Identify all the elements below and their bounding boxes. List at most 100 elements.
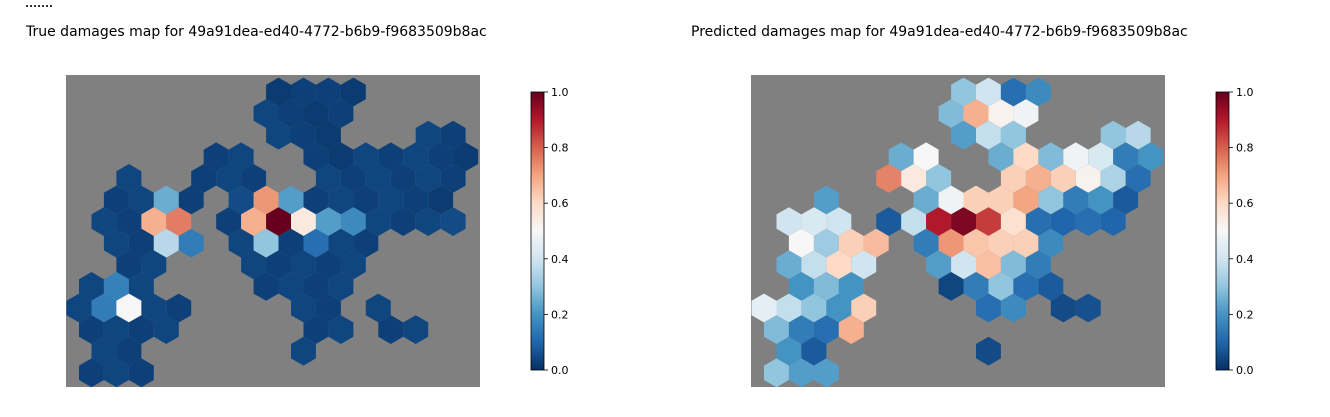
hex-cell: [428, 142, 454, 172]
colorbar-tick-label: 0.6: [1236, 197, 1254, 210]
hex-cell: [1038, 142, 1064, 172]
hex-cell: [838, 228, 864, 258]
hex-cell: [776, 207, 802, 236]
hex-cell: [266, 207, 291, 236]
hex-cell: [415, 207, 441, 236]
hex-cell: [788, 315, 814, 344]
hex-cell: [1025, 77, 1051, 107]
hex-cell: [353, 185, 379, 215]
hex-cell: [776, 336, 802, 366]
hex-cell: [128, 185, 154, 215]
hex-cell: [976, 250, 1001, 280]
hex-cell: [116, 207, 142, 236]
true-map-hexes: [66, 77, 479, 388]
hex-cell: [340, 250, 366, 280]
hex-cell: [116, 250, 142, 280]
hex-cell: [103, 228, 129, 258]
hex-cell: [963, 272, 989, 301]
hex-cell: [888, 142, 914, 172]
hex-cell: [764, 315, 789, 344]
hex-cell: [788, 228, 814, 258]
hex-cell: [801, 250, 827, 280]
colorbar-tick-label: 0.4: [1236, 253, 1254, 266]
hex-cell: [788, 272, 814, 301]
hex-cell: [1000, 120, 1026, 150]
truncated-header-text: [26, 5, 52, 9]
hex-cell: [764, 358, 789, 388]
colorbar-tick-label: 0.4: [551, 253, 569, 266]
hex-cell: [403, 142, 429, 172]
hex-cell: [91, 336, 117, 366]
hex-cell: [976, 336, 1001, 366]
hex-cell: [1113, 142, 1139, 172]
hex-cell: [403, 185, 429, 215]
hex-cell: [963, 99, 989, 128]
hex-cell: [988, 228, 1014, 258]
hex-cell: [951, 77, 976, 107]
hex-cell: [913, 185, 939, 215]
hex-cell: [103, 272, 129, 301]
hex-cell: [266, 250, 291, 280]
hex-cell: [428, 185, 454, 215]
hex-cell: [328, 99, 354, 128]
hex-cell: [241, 164, 267, 193]
hex-cell: [813, 358, 839, 388]
hex-cell: [826, 207, 852, 236]
hex-cell: [278, 228, 304, 258]
hex-cell: [315, 120, 341, 150]
hex-cell: [166, 293, 192, 323]
hex-cell: [303, 315, 329, 344]
hex-cell: [353, 228, 379, 258]
hex-cell: [103, 358, 129, 388]
hex-cell: [938, 272, 964, 301]
hex-cell: [1025, 207, 1051, 236]
hex-cell: [91, 207, 117, 236]
hex-cell: [228, 142, 254, 172]
hex-cell: [315, 77, 341, 107]
hex-cell: [1050, 164, 1076, 193]
hex-cell: [1075, 164, 1101, 193]
colorbar-tick-label: 0.2: [1236, 308, 1254, 321]
hex-cell: [951, 207, 976, 236]
true-colorbar-gradient: [530, 91, 545, 371]
hex-cell: [1088, 142, 1114, 172]
hex-cell: [253, 185, 279, 215]
hex-cell: [303, 185, 329, 215]
hex-cell: [103, 315, 129, 344]
hex-cell: [1025, 164, 1051, 193]
hex-cell: [988, 99, 1014, 128]
hex-cell: [253, 228, 279, 258]
hex-cell: [340, 207, 366, 236]
hex-cell: [266, 120, 291, 150]
hex-cell: [851, 250, 877, 280]
hex-cell: [291, 293, 316, 323]
hex-cell: [801, 293, 827, 323]
hex-cell: [103, 185, 129, 215]
predicted-map-title: Predicted damages map for 49a91dea-ed40-…: [691, 24, 1188, 40]
hex-cell: [228, 185, 254, 215]
hex-cell: [191, 164, 217, 193]
hex-cell: [976, 293, 1001, 323]
hex-cell: [291, 77, 316, 107]
predicted-map-colorbar: 0.0 0.2 0.4 0.6 0.8 1.0: [1215, 86, 1254, 377]
predicted-map-hexes: [751, 77, 1164, 388]
hex-cell: [988, 185, 1014, 215]
hex-cell: [1063, 185, 1089, 215]
hex-cell: [116, 336, 142, 366]
hex-cell: [141, 207, 167, 236]
colorbar-tick-label: 1.0: [1236, 86, 1254, 99]
hex-cell: [851, 293, 877, 323]
hex-cell: [901, 207, 927, 236]
hex-cell: [838, 272, 864, 301]
hex-cell: [826, 293, 852, 323]
hex-cell: [328, 272, 354, 301]
hex-cell: [178, 185, 204, 215]
hex-cell: [788, 358, 814, 388]
hex-cell: [1100, 120, 1126, 150]
hex-cell: [926, 207, 952, 236]
hex-cell: [1000, 207, 1026, 236]
hex-cell: [801, 336, 827, 366]
hex-cell: [1125, 164, 1151, 193]
hex-cell: [128, 272, 154, 301]
hex-cell: [166, 207, 192, 236]
